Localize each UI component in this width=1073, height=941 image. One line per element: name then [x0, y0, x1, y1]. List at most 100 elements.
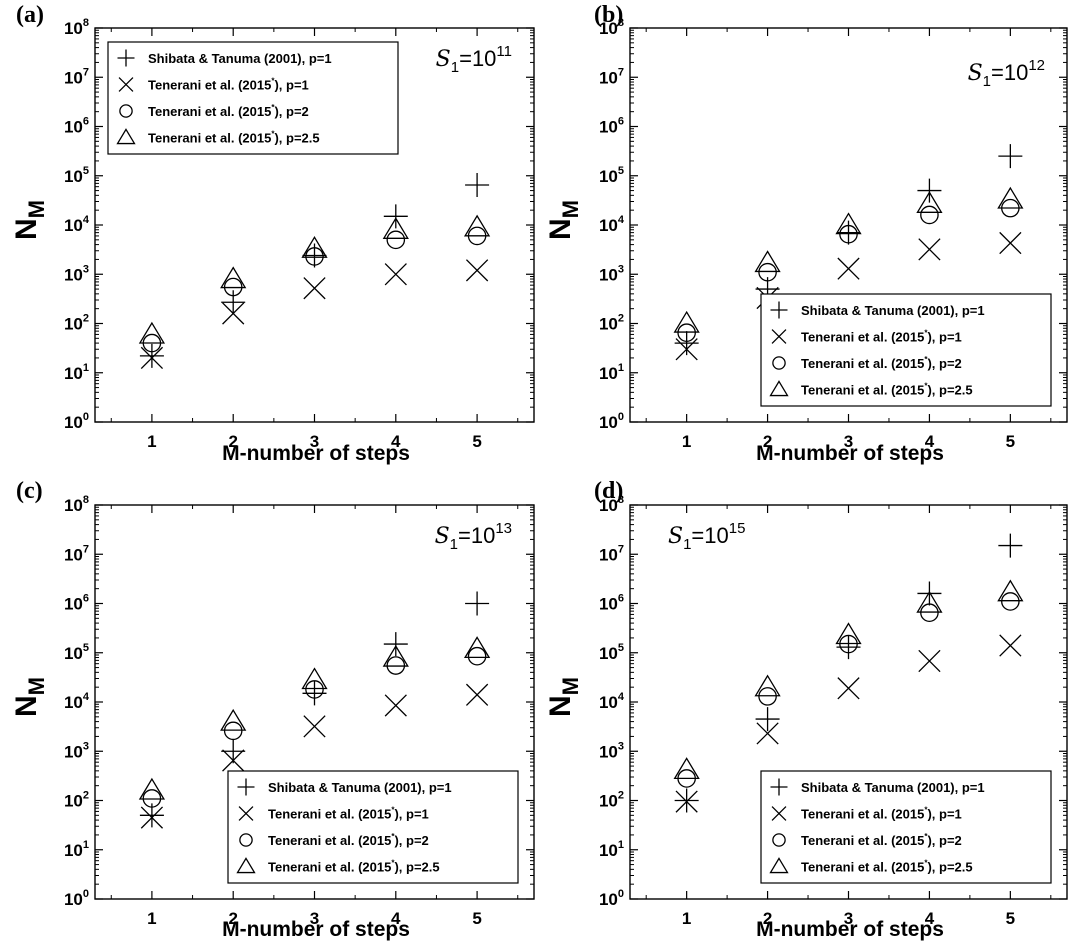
y-tick-base: 10 [599, 644, 618, 663]
legend-label-tail: ), p=2.5 [927, 383, 972, 398]
y-axis-title-main: N [10, 218, 43, 240]
y-tick-exp: 0 [83, 411, 89, 423]
y-tick-exp: 0 [618, 411, 624, 423]
y-tick-base: 10 [599, 742, 618, 761]
point-circle [920, 603, 939, 623]
x-axis-title: M-number of steps [222, 918, 410, 941]
x-tick-label: 2 [228, 909, 237, 928]
annotation-exp: 11 [496, 43, 512, 60]
point-circle [758, 687, 777, 706]
y-tick-label: 103 [64, 740, 89, 761]
x-tick-label: 1 [147, 909, 156, 928]
y-tick-exp: 2 [83, 790, 89, 802]
y-axis-title-sub: M [24, 677, 49, 695]
legend-label-tail: ), p=2.5 [274, 131, 319, 146]
y-tick-base: 10 [599, 315, 618, 334]
point-circle [223, 721, 243, 741]
y-tick-exp: 5 [618, 642, 624, 654]
y-tick-base: 10 [599, 496, 618, 515]
y-tick-base: 10 [64, 315, 83, 334]
legend-label-main: Shibata & Tanuma (2001), p=1 [148, 51, 332, 66]
y-tick-label: 102 [64, 313, 89, 334]
legend: Shibata & Tanuma (2001), p=1 Tenerani et … [227, 770, 519, 884]
y-tick-exp: 0 [83, 888, 89, 900]
annotation-symbol: S [668, 524, 683, 549]
y-tick-label: 106 [64, 116, 89, 137]
legend-label-tail: ), p=2 [394, 833, 428, 848]
point-triangle [220, 708, 247, 731]
legend-label-2: Tenerani et al. (2015*), p=2 [148, 103, 309, 119]
y-axis-title-sub: M [558, 677, 583, 695]
legend-label-sup: * [271, 103, 275, 112]
y-tick-base: 10 [599, 595, 618, 614]
y-tick-exp: 3 [83, 740, 89, 752]
y-tick-base: 10 [599, 792, 618, 811]
y-tick-exp: 7 [618, 66, 624, 78]
y-tick-exp: 5 [618, 165, 624, 177]
y-tick-label: 105 [64, 642, 89, 663]
point-cross [303, 277, 326, 300]
legend-label-sup: * [924, 329, 928, 338]
y-axis-title-main: N [10, 695, 43, 717]
point-cross [918, 238, 941, 261]
legend-label-0: Shibata & Tanuma (2001), p=1 [268, 780, 452, 795]
y-tick-label: 108 [599, 17, 624, 38]
legend-label-tail: ), p=2 [274, 104, 308, 119]
y-tick-label: 101 [64, 839, 89, 860]
series-cross [675, 634, 1022, 813]
legend-box [760, 293, 1052, 407]
y-tick-label: 107 [64, 66, 89, 87]
y-axis-title-sub: M [558, 200, 583, 218]
x-tick-label: 3 [844, 909, 853, 928]
y-tick-label: 100 [64, 888, 89, 909]
x-tick-label: 5 [472, 909, 481, 928]
legend-label-sup: * [391, 859, 395, 868]
series-cross [140, 683, 489, 829]
series-plus [674, 533, 1023, 813]
annotation-mid: =10 [458, 523, 495, 548]
point-cross [999, 231, 1022, 255]
point-plus [836, 220, 861, 245]
x-axis-title: M-number of steps [222, 442, 410, 465]
y-tick-exp: 2 [618, 313, 624, 325]
legend-label-1: Tenerani et al. (2015*), p=1 [148, 77, 309, 93]
point-cross [384, 694, 407, 717]
point-plus [755, 707, 780, 732]
legend-label-main: Tenerani et al. (2015 [148, 131, 271, 146]
x-tick-label: 4 [925, 432, 935, 451]
y-tick-label: 102 [599, 790, 624, 811]
series-plus [139, 591, 490, 828]
point-plus [383, 204, 408, 229]
point-circle [386, 230, 406, 250]
y-tick-exp: 3 [618, 740, 624, 752]
point-cross [918, 649, 941, 673]
legend-label-sup: * [271, 77, 275, 86]
y-tick-base: 10 [599, 19, 618, 38]
annotation: S1=1015 [668, 520, 745, 553]
legend-label-main: Tenerani et al. (2015 [268, 807, 391, 822]
y-tick-exp: 1 [83, 839, 89, 851]
x-tick-label: 5 [1006, 432, 1015, 451]
y-tick-base: 10 [599, 118, 618, 137]
y-tick-exp: 3 [618, 263, 624, 275]
legend-label-tail: ), p=1 [927, 807, 961, 822]
annotation-symbol: S [968, 61, 983, 86]
y-tick-label: 103 [599, 263, 624, 284]
x-axis-title: M-number of steps [756, 442, 944, 465]
y-tick-exp: 7 [618, 543, 624, 555]
y-tick-base: 10 [64, 841, 83, 860]
legend-label-sup: * [924, 859, 928, 868]
x-tick-label: 4 [391, 432, 401, 451]
legend-marker-plus [770, 301, 788, 319]
point-plus [465, 591, 490, 616]
point-triangle [382, 217, 409, 239]
legend-label-tail: ), p=1 [927, 330, 961, 345]
y-tick-exp: 4 [83, 691, 90, 703]
point-cross [222, 749, 245, 772]
point-plus [917, 178, 942, 203]
y-tick-base: 10 [64, 413, 83, 432]
panel-label: (a) [16, 2, 44, 28]
